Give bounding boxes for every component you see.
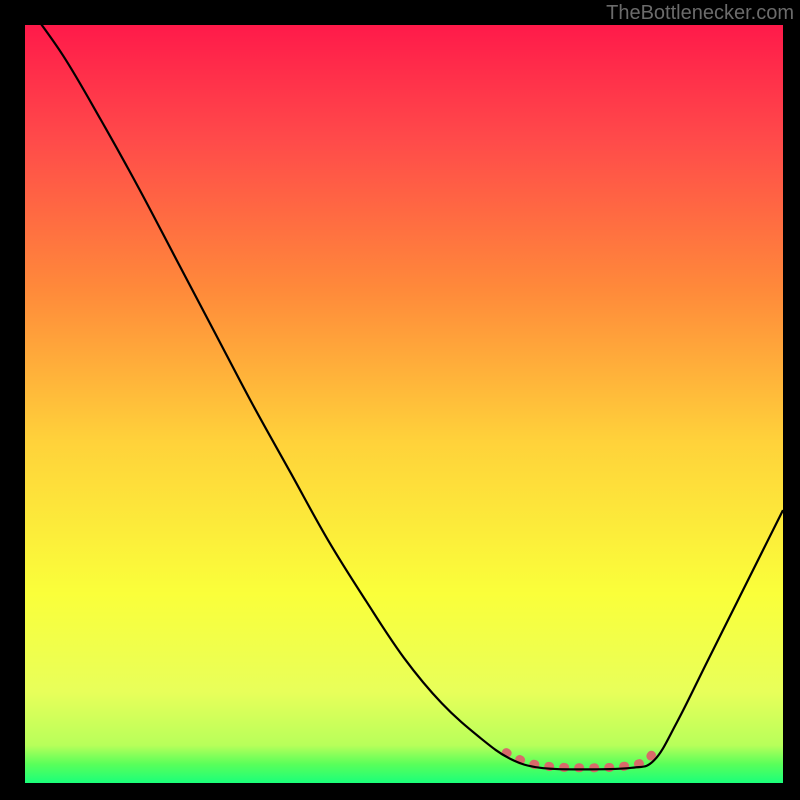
chart-svg (25, 25, 783, 783)
chart-plot-area (25, 25, 783, 783)
chart-background-gradient (25, 25, 783, 783)
watermark-text: TheBottlenecker.com (606, 2, 794, 25)
